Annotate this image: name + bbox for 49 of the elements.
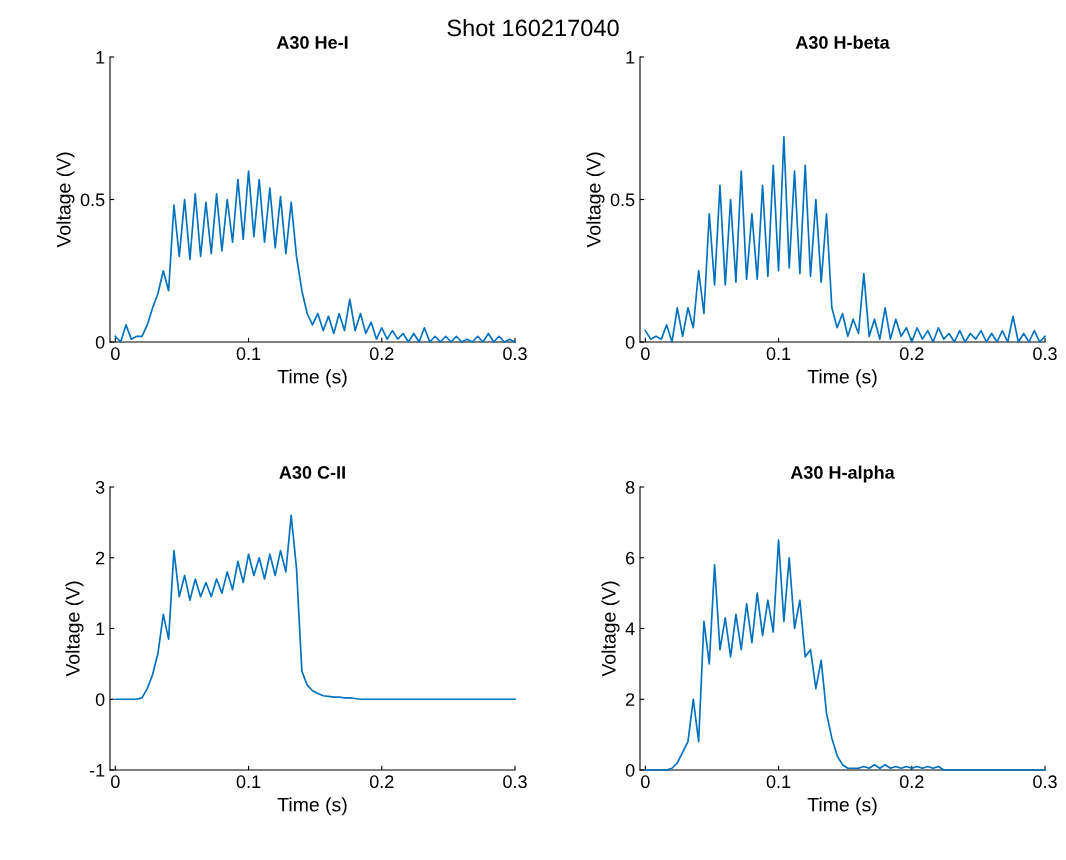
x-tick-label: 0.3	[503, 347, 527, 361]
y-axis-title: Voltage (V)	[586, 152, 605, 248]
y-tick-label: 1	[96, 51, 105, 64]
y-tick-label: 0	[95, 693, 105, 706]
y-tick-label: 2	[626, 693, 635, 706]
x-tick-label: 0.3	[503, 775, 527, 789]
chart-title: A30 H-beta	[795, 35, 890, 49]
x-tick-label: 0.1	[236, 775, 261, 789]
y-tick-label: 0	[95, 335, 105, 349]
y-tick-label: -1	[89, 764, 105, 777]
x-tick-label: 0.1	[236, 347, 261, 361]
x-tick-label: 0.2	[369, 775, 394, 789]
chart-title: A30 He-I	[276, 36, 348, 49]
y-tick-label: 4	[625, 622, 635, 636]
line-series	[114, 514, 516, 701]
x-tick-label: 0	[111, 775, 120, 789]
x-tick-label: 0.3	[1033, 347, 1057, 361]
x-tick-label: 0	[111, 347, 120, 361]
y-axis-title: Voltage (V)	[65, 581, 84, 677]
x-tick-label: 0	[641, 347, 650, 361]
chart-title: A30 C-II	[279, 466, 345, 479]
line-series	[644, 539, 1046, 771]
line-series	[644, 135, 1046, 343]
y-tick-label: 0.5	[610, 193, 635, 207]
y-tick-label: 2	[96, 551, 105, 565]
line-series	[114, 170, 516, 343]
y-axis-title: Voltage (V)	[601, 581, 620, 677]
y-tick-label: 3	[95, 480, 105, 494]
y-axis-title: Voltage (V)	[56, 152, 75, 248]
y-tick-label: 0.5	[80, 193, 105, 207]
y-tick-label: 6	[626, 551, 635, 565]
y-tick-label: 1	[96, 622, 105, 636]
x-axis-title: Time (s)	[277, 797, 347, 816]
y-tick-label: 8	[625, 480, 635, 494]
y-tick-label: 0	[625, 335, 635, 349]
text: Shot 160217040	[447, 19, 619, 37]
x-tick-label: 0.2	[899, 347, 924, 361]
x-axis-title: Time (s)	[807, 369, 877, 388]
x-tick-label: 0.2	[369, 347, 394, 361]
x-tick-label: 0.1	[766, 347, 791, 361]
x-axis-title: Time (s)	[807, 797, 877, 816]
x-tick-label: 0	[641, 775, 650, 789]
y-tick-label: 1	[626, 51, 635, 64]
x-tick-label: 0.2	[899, 775, 924, 789]
y-tick-label: 0	[625, 763, 635, 777]
x-tick-label: 0.3	[1033, 775, 1057, 789]
x-tick-label: 0.1	[766, 775, 791, 789]
x-axis-title: Time (s)	[277, 369, 347, 388]
chart-title: A30 H-alpha	[790, 465, 895, 483]
